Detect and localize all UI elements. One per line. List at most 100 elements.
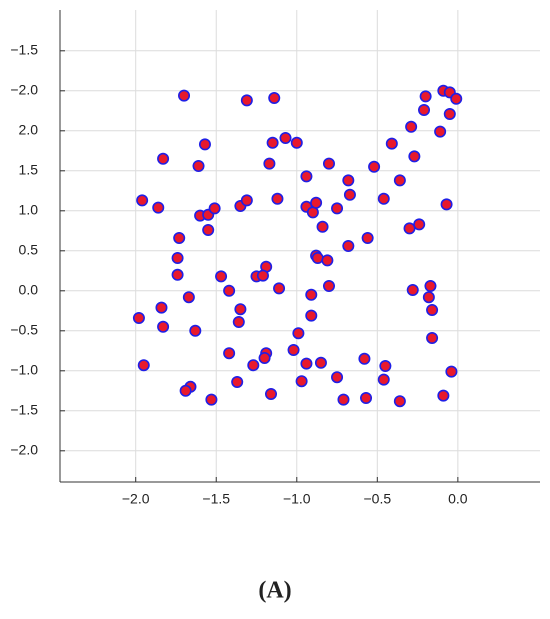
point <box>322 279 335 292</box>
point <box>450 92 463 105</box>
point <box>342 240 355 253</box>
point <box>265 387 278 400</box>
point <box>171 268 184 281</box>
point <box>155 301 168 314</box>
point <box>292 327 305 340</box>
point <box>440 198 453 211</box>
point <box>316 220 329 233</box>
point <box>413 218 426 231</box>
point <box>182 291 195 304</box>
y-tick-label: 1.5 <box>19 162 39 178</box>
point <box>321 254 334 267</box>
point <box>178 89 191 102</box>
point <box>157 320 170 333</box>
point <box>434 125 447 138</box>
point <box>171 252 184 265</box>
x-tick-label: −2.0 <box>122 491 150 507</box>
point <box>247 359 260 372</box>
point <box>173 232 186 245</box>
point <box>403 222 416 235</box>
point <box>385 137 398 150</box>
x-tick-label: −1.0 <box>283 491 311 507</box>
point <box>305 309 318 322</box>
point <box>342 174 355 187</box>
y-tick-label: −1.5 <box>10 402 38 418</box>
point <box>422 291 435 304</box>
point <box>368 160 381 173</box>
point <box>179 384 192 397</box>
point <box>231 375 244 388</box>
y-tick-label: −2.0 <box>10 82 38 98</box>
point <box>215 270 228 283</box>
point <box>361 232 374 245</box>
x-tick-label: −1.5 <box>202 491 230 507</box>
point <box>337 393 350 406</box>
point <box>393 395 406 408</box>
point <box>132 311 145 324</box>
point <box>418 104 431 117</box>
caption: (A) <box>258 578 291 604</box>
point <box>343 188 356 201</box>
point <box>314 356 327 369</box>
point <box>137 359 150 372</box>
point <box>322 157 335 170</box>
point <box>263 157 276 170</box>
point <box>273 282 286 295</box>
point <box>305 288 318 301</box>
point <box>240 94 253 107</box>
point <box>205 393 218 406</box>
point <box>300 170 313 183</box>
point <box>445 365 458 378</box>
point <box>300 357 313 370</box>
point <box>437 389 450 402</box>
point <box>279 132 292 145</box>
y-tick-label: −2.0 <box>10 442 38 458</box>
point <box>358 352 371 365</box>
point <box>271 192 284 205</box>
point <box>331 202 344 215</box>
point <box>419 90 432 103</box>
point <box>424 279 437 292</box>
point <box>393 174 406 187</box>
y-tick-label: −1.0 <box>10 362 38 378</box>
y-tick-label: 2.0 <box>19 122 39 138</box>
point <box>202 224 215 237</box>
y-tick-label: −0.5 <box>10 322 38 338</box>
point <box>426 303 439 316</box>
point <box>136 194 149 207</box>
point <box>311 252 324 265</box>
point <box>379 359 392 372</box>
point <box>223 347 236 360</box>
point <box>405 120 418 133</box>
x-tick-label: −0.5 <box>363 491 391 507</box>
point <box>232 315 245 328</box>
y-tick-label: 0.5 <box>19 242 39 258</box>
point <box>152 201 165 214</box>
point <box>208 202 221 215</box>
point <box>234 303 247 316</box>
point <box>408 150 421 163</box>
point <box>198 138 211 151</box>
y-tick-label: −1.5 <box>10 42 38 58</box>
point <box>377 192 390 205</box>
point <box>377 373 390 386</box>
y-tick-label: 1.0 <box>19 202 39 218</box>
point <box>331 371 344 384</box>
point <box>240 194 253 207</box>
point <box>189 324 202 337</box>
point <box>310 196 323 209</box>
point <box>426 331 439 344</box>
point <box>192 160 205 173</box>
point <box>360 391 373 404</box>
point <box>290 136 303 149</box>
x-tick-label: 0.0 <box>448 491 468 507</box>
point <box>406 283 419 296</box>
point <box>256 269 269 282</box>
point <box>157 152 170 165</box>
point <box>443 108 456 121</box>
point <box>223 284 236 297</box>
y-tick-label: 0.0 <box>19 282 39 298</box>
point <box>268 92 281 105</box>
